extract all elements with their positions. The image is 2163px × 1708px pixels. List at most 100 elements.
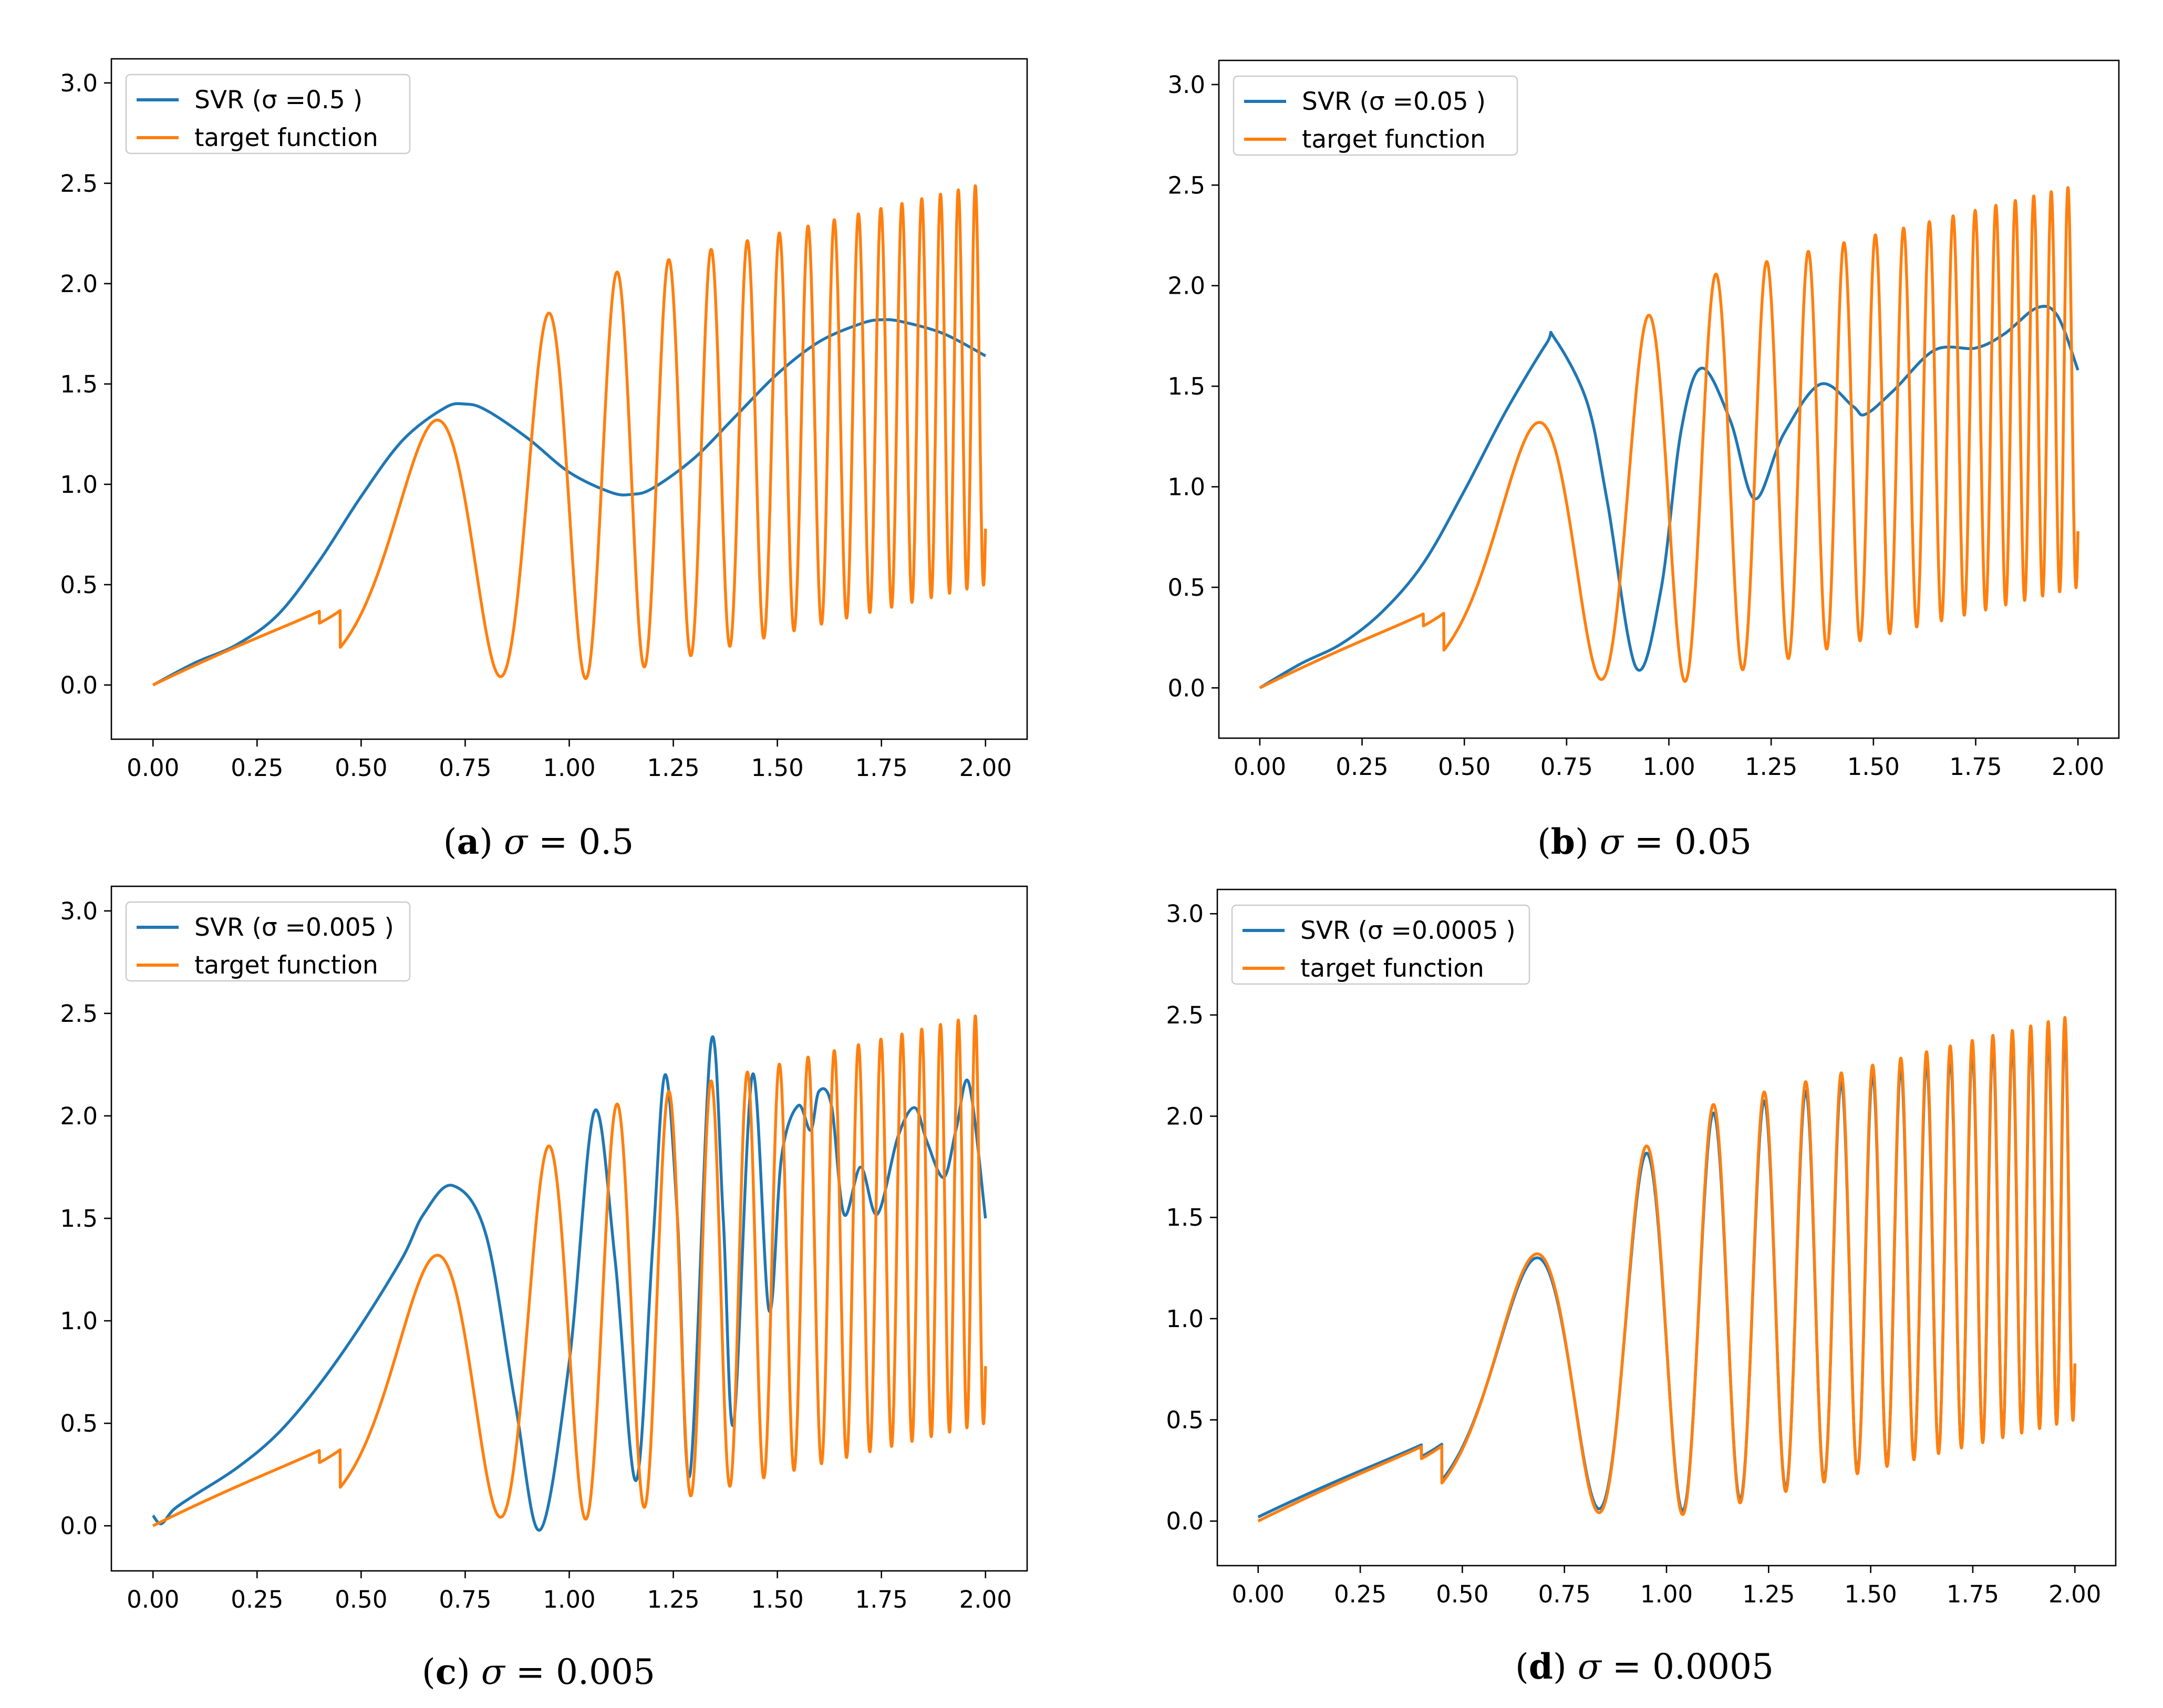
caption-equals: = — [505, 1652, 556, 1692]
legend: SVR (σ =0.5 ) target function — [125, 74, 411, 154]
x-tick-label: 1.75 — [855, 1586, 908, 1613]
legend: SVR (σ =0.0005 ) target function — [1231, 904, 1530, 985]
caption-close-paren: ) — [1575, 822, 1600, 862]
x-tick-label: 0.75 — [1540, 753, 1593, 781]
y-tick-label: 1.0 — [1166, 1305, 1204, 1333]
legend-label-target: target function — [194, 123, 378, 152]
legend-label-target: target function — [1300, 954, 1484, 983]
x-tick-label: 0.25 — [231, 754, 283, 782]
x-tick-label: 0.00 — [1232, 1580, 1285, 1608]
y-tick-label: 0.5 — [60, 1410, 98, 1437]
panel-caption: (a) σ = 0.5 — [443, 821, 634, 862]
y-tick-label: 0.0 — [1166, 1507, 1204, 1535]
x-tick-label: 0.00 — [1234, 753, 1286, 781]
x-tick-label: 1.00 — [543, 754, 595, 782]
x-tick-label: 1.75 — [1947, 1580, 1999, 1608]
y-tick-label: 0.0 — [1167, 674, 1205, 702]
x-tick-label: 0.00 — [127, 1586, 179, 1613]
caption-sigma: σ — [504, 822, 529, 862]
y-tick-label: 3.0 — [60, 897, 98, 925]
legend-label-svr: SVR (σ =0.005 ) — [194, 913, 394, 942]
legend-label-svr: SVR (σ =0.0005 ) — [1300, 916, 1516, 945]
y-tick-label: 0.5 — [60, 571, 98, 599]
caption-value: 0.005 — [556, 1652, 655, 1692]
x-tick-label: 1.00 — [1642, 753, 1695, 781]
caption-value: 0.5 — [578, 822, 634, 862]
y-tick-label: 1.0 — [60, 1307, 98, 1335]
chart-panel-d: 0.00 0.25 0.50 0.75 1.00 1.25 1.50 1.75 2.000.00… — [1166, 888, 2117, 1687]
x-tick-label: 1.25 — [1742, 1580, 1795, 1608]
x-tick-label: 0.50 — [335, 1586, 387, 1613]
caption-sigma: σ — [1578, 1647, 1602, 1687]
y-tick-label: 1.5 — [60, 1205, 98, 1233]
x-tick-label: 1.00 — [1640, 1580, 1693, 1608]
caption-close-paren: ) — [457, 1652, 481, 1692]
y-tick-label: 0.0 — [60, 671, 98, 699]
x-tick-label: 1.25 — [647, 754, 699, 782]
x-tick-label: 2.00 — [2048, 1580, 2101, 1608]
legend-label-svr: SVR (σ =0.5 ) — [194, 86, 363, 115]
y-tick-label: 2.0 — [60, 1102, 98, 1130]
legend: SVR (σ =0.005 ) target function — [125, 901, 411, 982]
y-tick-label: 2.5 — [1167, 171, 1205, 199]
y-tick-label: 1.5 — [1167, 372, 1205, 400]
target-series-line — [151, 1014, 987, 1527]
caption-equals: = — [527, 822, 578, 862]
caption-sigma: σ — [481, 1652, 506, 1692]
x-tick-label: 0.25 — [1334, 1580, 1386, 1608]
y-tick-label: 2.5 — [60, 170, 98, 198]
x-tick-label: 0.25 — [1336, 753, 1388, 781]
x-tick-label: 0.50 — [335, 754, 387, 782]
panel-caption: (b) σ = 0.05 — [1537, 821, 1752, 862]
caption-value: 0.0005 — [1652, 1647, 1774, 1687]
panel-caption: (c) σ = 0.005 — [422, 1651, 655, 1692]
legend-box — [125, 901, 411, 982]
y-tick-label: 0.5 — [1167, 574, 1205, 602]
caption-close-paren: ) — [479, 822, 504, 862]
x-tick-label: 1.50 — [751, 754, 804, 782]
svr-series-line — [152, 318, 987, 687]
y-tick-label: 0.5 — [1166, 1406, 1204, 1434]
legend-label-target: target function — [1302, 125, 1486, 154]
caption-sigma: σ — [1600, 822, 1624, 862]
caption-letter: b — [1551, 821, 1575, 862]
caption-value: 0.05 — [1674, 822, 1752, 862]
caption-equals: = — [1623, 822, 1674, 862]
caption-letter: a — [457, 821, 479, 862]
x-tick-label: 1.00 — [543, 1586, 595, 1613]
x-tick-label: 1.50 — [751, 1586, 804, 1613]
x-tick-label: 0.50 — [1438, 753, 1491, 781]
chart-panel-c: 0.00 0.25 0.50 0.75 1.00 1.25 1.50 1.75 2.000.00… — [60, 885, 1028, 1692]
plot-frame — [110, 885, 1028, 1572]
chart-panel-b: 0.00 0.25 0.50 0.75 1.00 1.25 1.50 1.75 2.00 0.0 0… — [1167, 59, 2120, 862]
y-tick-label: 1.0 — [1167, 473, 1205, 501]
legend-box — [1233, 75, 1518, 156]
y-tick-label: 1.5 — [60, 370, 98, 398]
x-tick-label: 2.00 — [2052, 753, 2104, 781]
y-tick-label: 3.0 — [1166, 900, 1204, 928]
x-tick-label: 0.00 — [127, 754, 179, 782]
x-tick-label: 0.75 — [439, 754, 491, 782]
y-tick-label: 2.0 — [1167, 272, 1205, 300]
caption-open-paren: ( — [1537, 822, 1551, 862]
x-tick-label: 1.50 — [1845, 1580, 1897, 1608]
x-tick-label: 1.50 — [1847, 753, 1900, 781]
x-tick-label: 0.25 — [231, 1586, 283, 1613]
plot-frame — [1216, 888, 2117, 1567]
legend: SVR (σ =0.05 ) target function — [1233, 75, 1518, 156]
legend-box — [1231, 904, 1530, 985]
y-tick-label: 3.0 — [60, 69, 98, 97]
target-series-line — [151, 184, 987, 687]
y-tick-label: 3.0 — [1167, 71, 1205, 99]
legend-label-svr: SVR (σ =0.05 ) — [1302, 87, 1486, 116]
caption-letter: d — [1529, 1646, 1553, 1687]
caption-letter: c — [436, 1651, 457, 1692]
legend-box — [125, 74, 411, 154]
x-tick-label: 1.75 — [1949, 753, 2002, 781]
x-tick-label: 2.00 — [959, 1586, 1012, 1613]
chart-panel-a: 0.00 0.25 0.50 0.75 1.00 1.25 1.50 1.75 2.00 0.0 0… — [60, 58, 1028, 862]
y-tick-label: 2.5 — [60, 1000, 98, 1028]
y-tick-label: 2.5 — [1166, 1001, 1204, 1029]
y-tick-label: 2.0 — [60, 270, 98, 298]
